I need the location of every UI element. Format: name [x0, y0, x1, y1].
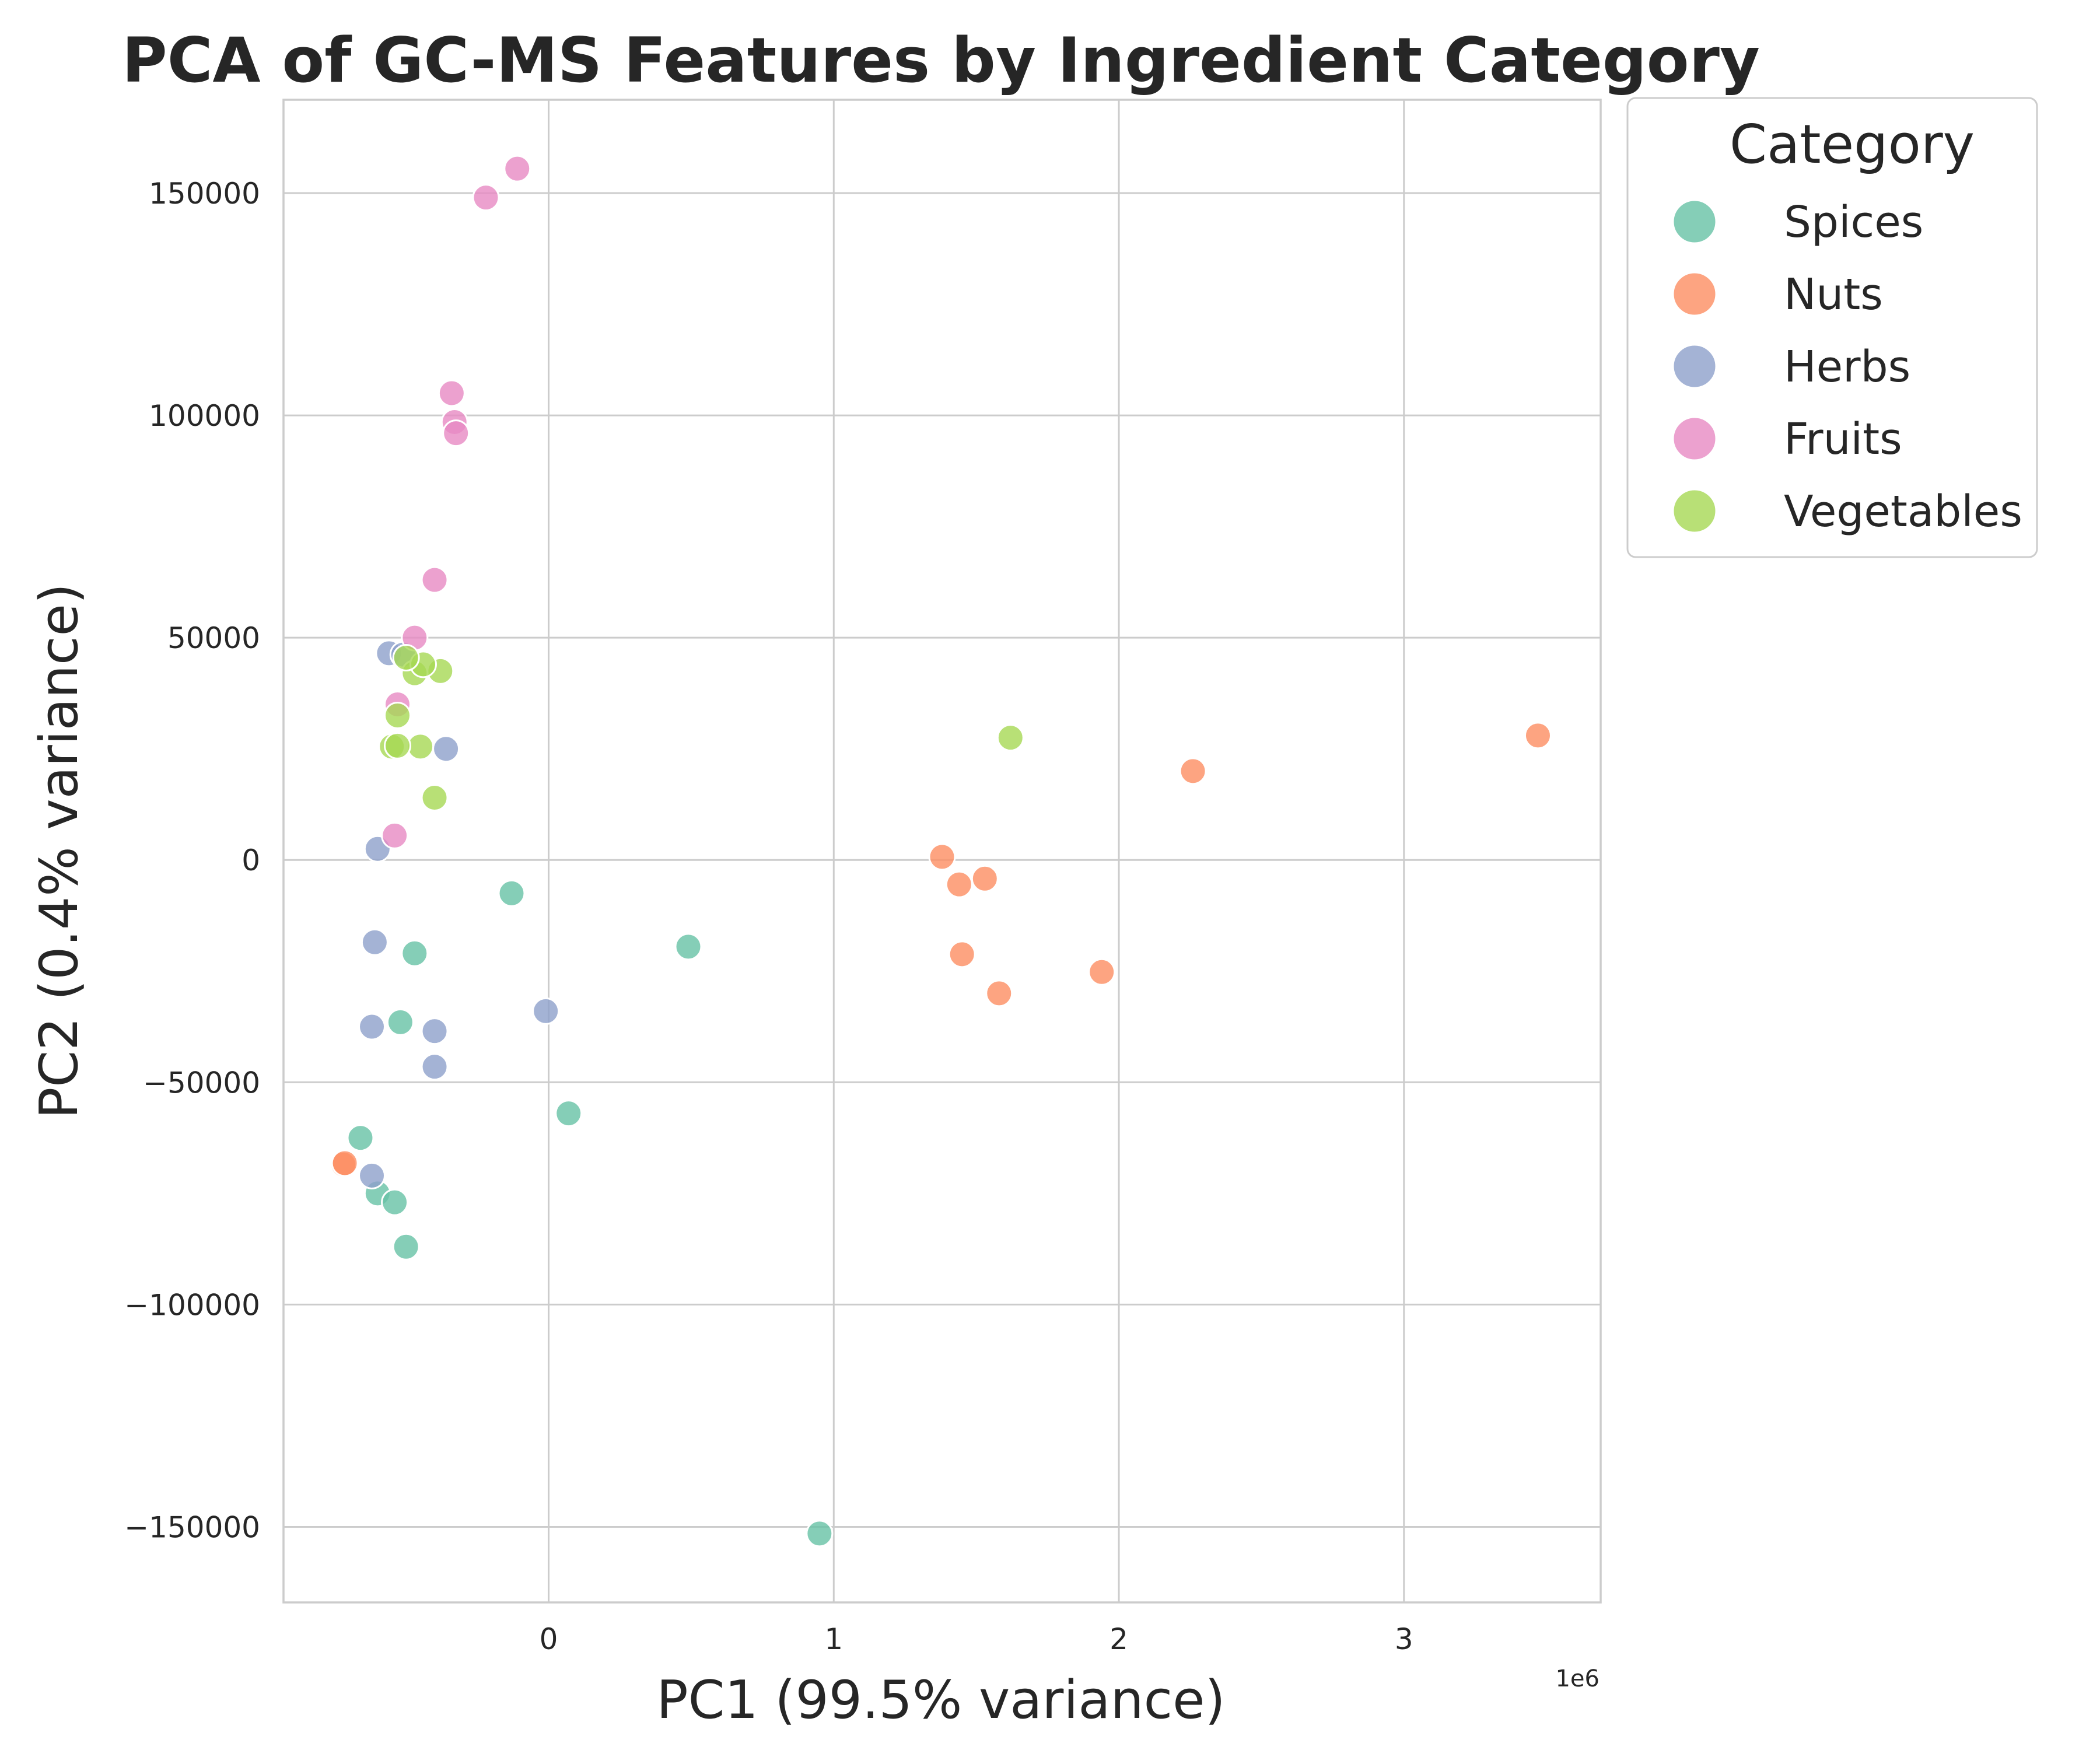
- data-point-nuts: [948, 940, 976, 968]
- y-tick-label: 50000: [167, 621, 260, 655]
- legend-label-fruits: Fruits: [1784, 414, 1902, 464]
- legend-marker-spices: [1672, 199, 1717, 244]
- legend-label-herbs: Herbs: [1784, 342, 1910, 392]
- data-point-fruits: [442, 419, 470, 447]
- data-point-vegetables: [383, 702, 411, 730]
- legend: Category Spices Nuts Herbs Fruits Vegetables: [1626, 97, 2038, 558]
- data-point-herbs: [421, 1017, 449, 1045]
- data-point-nuts: [1524, 722, 1552, 750]
- data-point-spices: [806, 1520, 834, 1548]
- data-point-vegetables: [407, 733, 435, 761]
- legend-marker-vegetables: [1672, 488, 1717, 534]
- grid-lines: [284, 100, 1601, 1602]
- data-point-herbs: [532, 997, 560, 1025]
- data-point-spices: [346, 1124, 374, 1152]
- data-point-nuts: [1179, 757, 1207, 785]
- data-point-vegetables: [392, 643, 420, 671]
- data-point-herbs: [360, 928, 388, 956]
- data-point-nuts: [985, 979, 1013, 1007]
- data-point-nuts: [331, 1149, 359, 1177]
- legend-box: [1626, 97, 2038, 558]
- legend-marker-fruits: [1672, 416, 1717, 461]
- data-point-nuts: [1088, 958, 1116, 986]
- legend-marker-nuts: [1672, 271, 1717, 317]
- x-tick-label: 2: [1110, 1622, 1128, 1656]
- data-point-fruits: [472, 184, 500, 212]
- x-tick-label: 3: [1395, 1622, 1413, 1656]
- x-axis-ticks: 0 1 2 3: [540, 1622, 1413, 1656]
- data-point-spices: [386, 1008, 414, 1036]
- data-point-herbs: [358, 1013, 386, 1041]
- y-axis-ticks: −150000 −100000 −50000 0 50000 100000 150000: [124, 177, 260, 1544]
- data-point-fruits: [381, 821, 409, 849]
- x-axis-label: PC1 (99.5% variance): [656, 1670, 1225, 1731]
- chart-title: PCA of GC-MS Features by Ingredient Cate…: [122, 24, 1760, 96]
- data-point-spices: [555, 1100, 583, 1128]
- data-point-vegetables: [383, 732, 411, 760]
- legend-label-nuts: Nuts: [1784, 270, 1883, 320]
- data-point-nuts: [928, 843, 956, 871]
- data-point-fruits: [421, 566, 449, 594]
- legend-entries: Spices Nuts Herbs Fruits Vegetables: [1672, 197, 2022, 537]
- data-point-herbs: [421, 1053, 449, 1081]
- data-point-fruits: [438, 379, 466, 407]
- y-tick-label: −100000: [124, 1288, 260, 1322]
- data-points: [330, 155, 1552, 1548]
- legend-marker-herbs: [1672, 344, 1717, 389]
- y-tick-label: 0: [242, 844, 260, 877]
- data-point-spices: [498, 879, 526, 907]
- y-tick-label: −150000: [124, 1510, 260, 1544]
- data-point-spices: [381, 1188, 409, 1216]
- data-point-herbs: [432, 735, 460, 763]
- data-point-nuts: [971, 864, 999, 892]
- data-point-vegetables: [996, 724, 1024, 752]
- data-point-nuts: [945, 870, 973, 898]
- x-tick-label: 1: [824, 1622, 843, 1656]
- y-tick-label: 100000: [149, 399, 260, 433]
- data-point-spices: [674, 933, 702, 961]
- legend-label-vegetables: Vegetables: [1784, 487, 2022, 537]
- data-point-spices: [401, 939, 429, 967]
- data-point-spices: [392, 1233, 420, 1261]
- x-axis-offset-label: 1e6: [1555, 1665, 1600, 1692]
- y-axis-label: PC2 (0.4% variance): [29, 583, 90, 1119]
- data-point-herbs: [358, 1161, 386, 1189]
- plot-frame: [282, 99, 1602, 1604]
- data-point-vegetables: [421, 784, 449, 812]
- data-point-fruits: [503, 155, 531, 183]
- legend-label-spices: Spices: [1784, 197, 1923, 247]
- legend-title: Category: [1730, 113, 1975, 176]
- x-tick-label: 0: [540, 1622, 558, 1656]
- y-tick-label: −50000: [143, 1066, 260, 1100]
- y-tick-label: 150000: [149, 177, 260, 211]
